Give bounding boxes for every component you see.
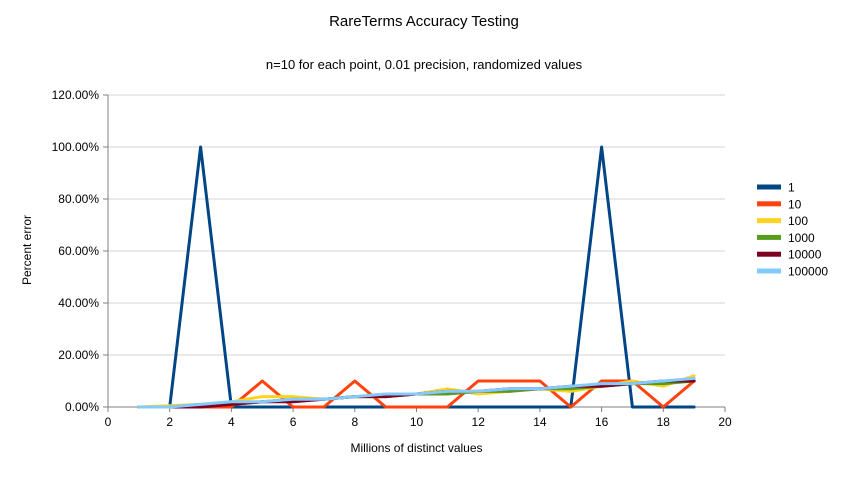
x-tick-label: 8 bbox=[351, 415, 358, 429]
legend-swatch-10000 bbox=[757, 251, 781, 257]
x-tick-label: 18 bbox=[657, 415, 671, 429]
x-tick-label: 14 bbox=[533, 415, 547, 429]
legend-swatch-1 bbox=[757, 184, 781, 190]
legend-label-10: 10 bbox=[788, 197, 802, 211]
y-tick-label: 100.00% bbox=[52, 140, 100, 154]
legend-label-100: 100 bbox=[788, 214, 808, 228]
chart-subtitle: n=10 for each point, 0.01 precision, ran… bbox=[265, 57, 583, 72]
y-tick-label: 60.00% bbox=[58, 244, 99, 258]
legend-swatch-1000 bbox=[757, 234, 781, 240]
series-line-1 bbox=[137, 145, 696, 409]
legend-label-1: 1 bbox=[788, 181, 795, 195]
x-tick-label: 0 bbox=[105, 415, 112, 429]
x-tick-label: 10 bbox=[410, 415, 424, 429]
x-tick-label: 16 bbox=[595, 415, 609, 429]
series-line-10 bbox=[137, 379, 696, 409]
legend-swatch-10 bbox=[757, 201, 781, 207]
y-tick-label: 0.00% bbox=[65, 400, 99, 414]
y-tick-label: 120.00% bbox=[52, 88, 100, 102]
x-tick-label: 2 bbox=[166, 415, 173, 429]
x-tick-label: 4 bbox=[228, 415, 235, 429]
chart-title: RareTerms Accuracy Testing bbox=[329, 13, 519, 30]
legend-label-10000: 10000 bbox=[788, 248, 822, 262]
x-tick-label: 20 bbox=[718, 415, 732, 429]
series-line-100000 bbox=[137, 376, 696, 409]
legend-swatch-100000 bbox=[757, 268, 781, 274]
legend-label-1000: 1000 bbox=[788, 231, 815, 245]
y-tick-label: 80.00% bbox=[58, 192, 99, 206]
x-tick-label: 12 bbox=[472, 415, 486, 429]
legend-swatch-100 bbox=[757, 218, 781, 224]
legend-label-100000: 100000 bbox=[788, 265, 828, 279]
x-axis-title: Millions of distinct values bbox=[350, 441, 483, 455]
y-tick-label: 20.00% bbox=[58, 348, 99, 362]
y-axis-title: Percent error bbox=[20, 214, 34, 286]
x-tick-label: 6 bbox=[290, 415, 297, 429]
y-tick-label: 40.00% bbox=[58, 296, 99, 310]
